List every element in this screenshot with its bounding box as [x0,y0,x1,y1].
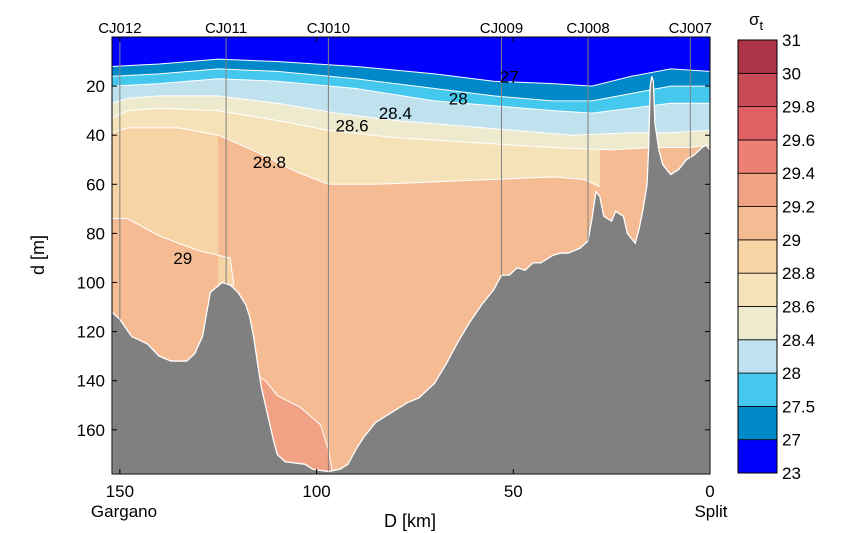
contour-label: 29 [173,249,192,268]
contour-labels: 27 28 28.4 28.6 28.8 29 [173,67,518,268]
y-tick-label: 120 [77,323,105,342]
contour-label: 28.8 [253,153,286,172]
colorbar-swatch [737,206,778,241]
y-tick-label: 160 [77,421,105,440]
contour-label: 28.4 [379,104,412,123]
y-tick-label: 20 [86,77,105,96]
colorbar-label: 30 [782,64,801,83]
x-tick-label: 50 [504,482,523,501]
y-tick-label: 40 [86,126,105,145]
x-right-end-label: Split [694,502,727,521]
station-label: CJ012 [98,20,141,37]
x-left-end-label: Gargano [91,502,157,521]
y-axis-title: d [m] [28,235,48,275]
colorbar-swatch [737,405,778,441]
colorbar-swatch [737,106,778,141]
station-label: CJ008 [566,20,609,37]
seabed [111,76,711,475]
colorbar-label: 29.4 [782,164,815,183]
colorbar-swatch [737,439,778,474]
isopycnal-27 [111,58,711,87]
x-tick-label: 100 [302,482,330,501]
plot-frame [111,36,711,475]
x-axis-title: D [km] [384,511,436,531]
contour-label: 28.6 [335,116,368,135]
station-label: CJ007 [669,20,712,37]
station-label: CJ011 [205,20,247,37]
isopycnal-28.4 [111,95,711,136]
colorbar-swatch [737,272,778,307]
station-lines: CJ012 CJ011 CJ010 CJ009 CJ008 CJ007 [98,20,712,472]
colorbar-label: 29.8 [782,98,815,117]
x-tick-label: 150 [106,482,134,501]
y-tick-label: 80 [86,224,105,243]
colorbar-swatch [737,339,778,374]
colorbar-title-subscript: t [759,18,763,33]
colorbar-frame [737,39,778,474]
colorbar-swatch [737,306,778,341]
colorbar-label: 28.4 [782,331,815,350]
colorbar-label: 29 [782,231,801,250]
colorbar-swatch [737,139,778,174]
isopycnal-29 [112,218,235,286]
colorbar-title: σt [749,10,764,33]
band-above-27 [112,37,710,87]
isopycnal-27.5 [111,68,710,102]
contour-label: 27 [500,67,519,86]
colorbar-swatch [737,239,778,274]
colorbar-label: 23 [782,464,801,483]
y-tick-label: 60 [86,175,105,194]
isopycnal-28 [111,78,710,114]
colorbar-label: 27.5 [782,397,815,416]
station-label: CJ009 [480,20,523,37]
y-tick-label: 140 [77,372,105,391]
y-axis: 20 40 60 80 100 120 140 160 [77,77,710,440]
colorbar-label: 28.8 [782,264,815,283]
colorbar: 23 27 27.5 28 28.4 28.6 28.8 29 29.2 29.4 29.6 29.8… [737,31,815,483]
x-axis: 150 100 50 0 [106,37,715,501]
y-tick-label: 100 [77,274,105,293]
colorbar-label: 31 [782,31,801,50]
colorbar-label: 28 [782,364,801,383]
colorbar-label: 27 [782,431,801,450]
x-tick-label: 0 [705,482,714,501]
station-label: CJ010 [307,20,350,37]
colorbar-swatch [737,72,778,108]
plot-area [111,37,711,475]
colorbar-label: 28.6 [782,297,815,316]
colorbar-swatch [737,39,778,74]
colorbar-label: 29.6 [782,131,815,150]
colorbar-swatch [737,172,778,207]
colorbar-swatch [737,372,778,407]
contour-label: 28 [449,89,468,108]
colorbar-label: 29.2 [782,198,815,217]
